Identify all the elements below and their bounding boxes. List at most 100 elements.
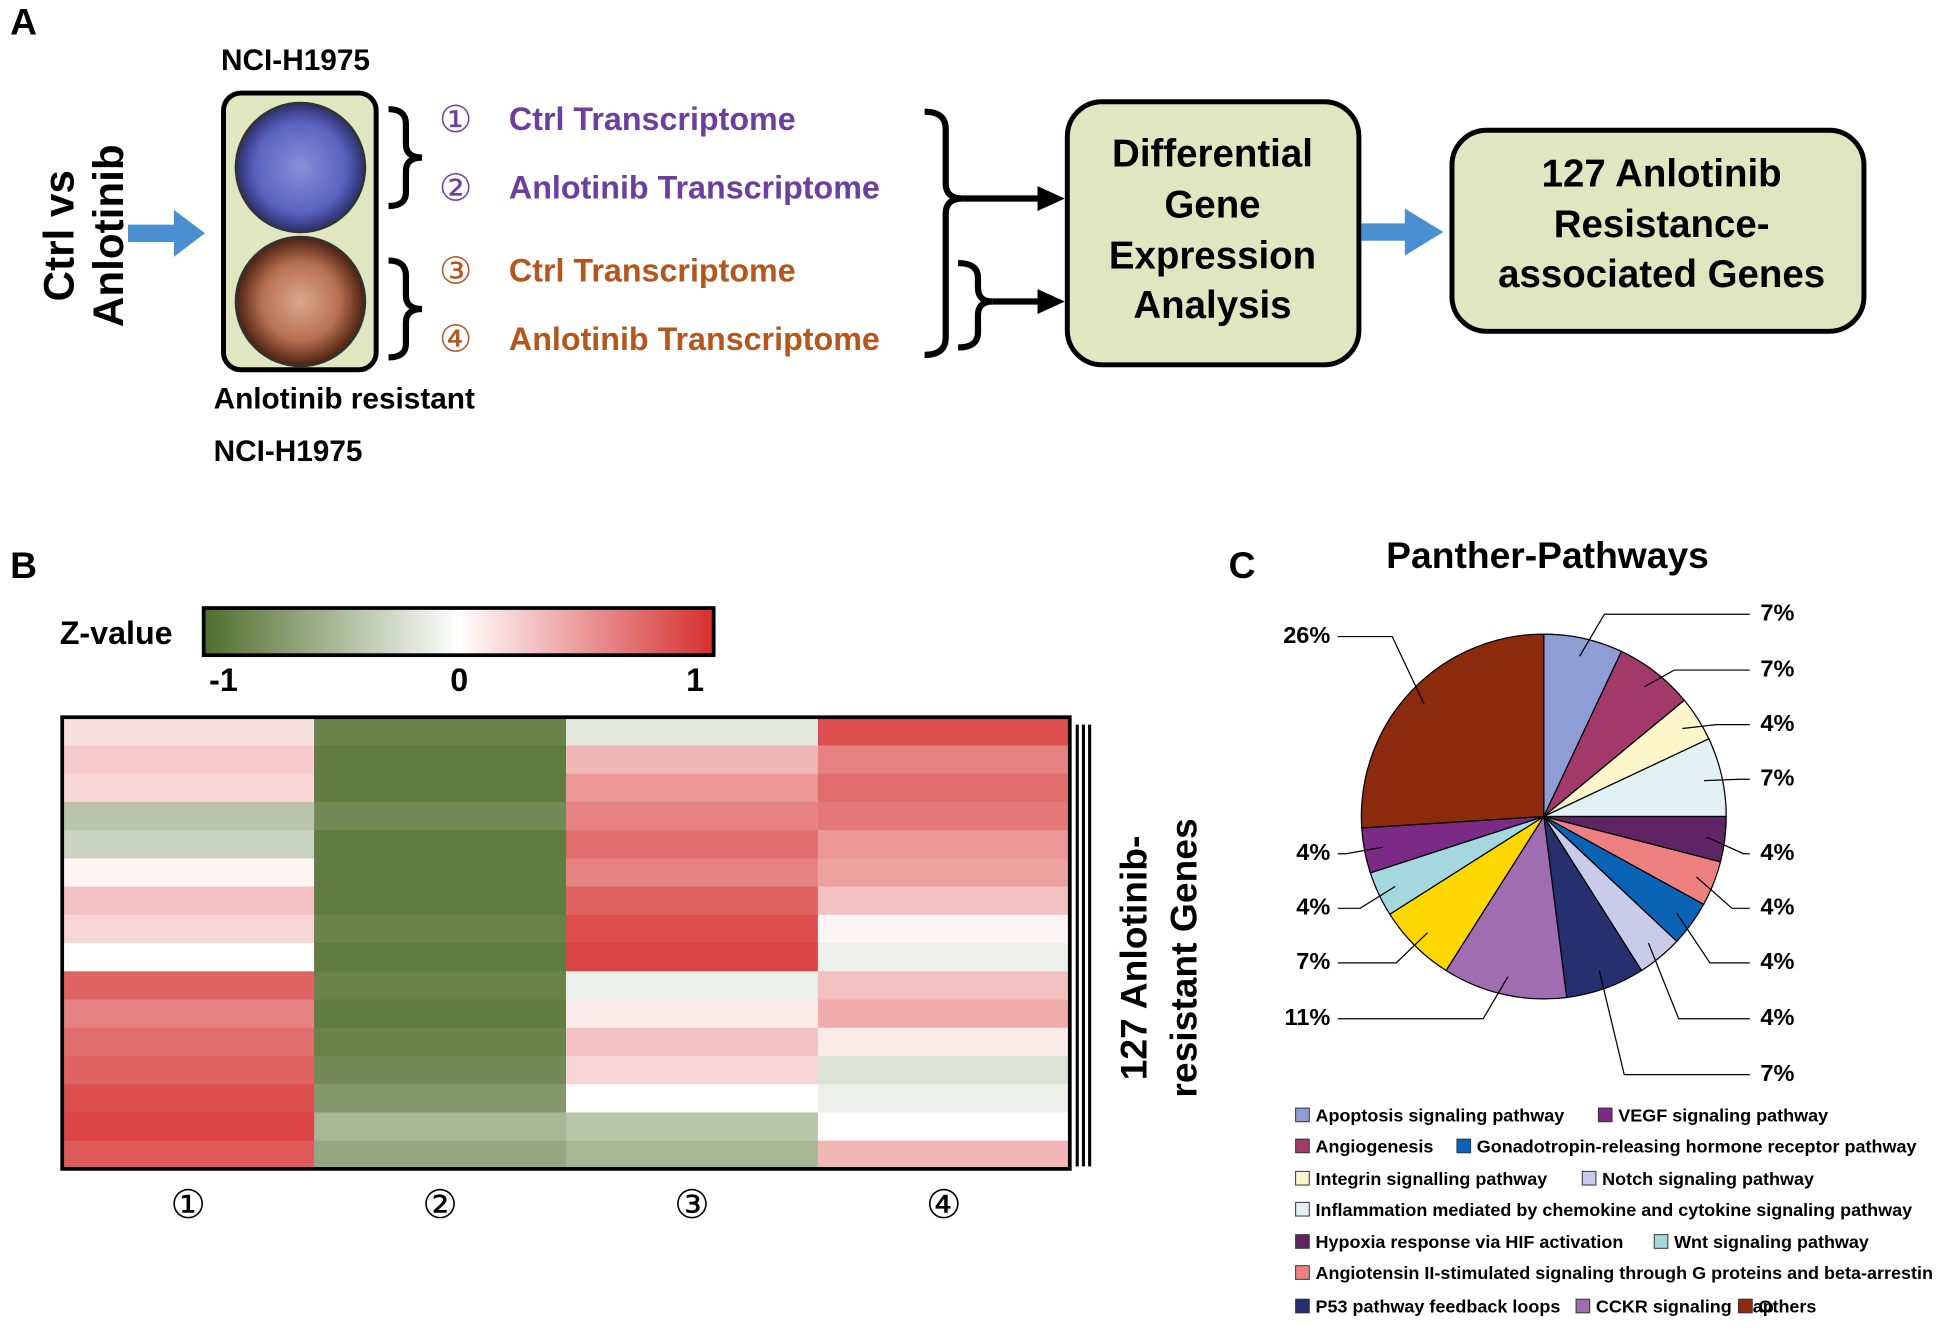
legend-label: Hypoxia response via HIF activation bbox=[1315, 1232, 1623, 1252]
heatmap-cell bbox=[565, 1112, 819, 1142]
legend-swatch bbox=[1295, 1298, 1310, 1314]
analysis-text: Expression bbox=[1109, 234, 1316, 277]
cell-line: NCI-H1975 bbox=[214, 435, 363, 468]
heatmap-border bbox=[60, 715, 1072, 1171]
heatmap-cell bbox=[565, 999, 819, 1029]
condition-label: Ctrl vs bbox=[35, 170, 82, 301]
legend-swatch bbox=[1295, 1138, 1310, 1154]
heatmap-cell bbox=[565, 1084, 819, 1114]
result-text: associated Genes bbox=[1498, 253, 1825, 296]
heatmap-cell bbox=[817, 773, 1071, 803]
heatmap-cell bbox=[62, 914, 315, 944]
heatmap-cell bbox=[314, 830, 567, 859]
value-label: 26% bbox=[1283, 622, 1330, 648]
heatmap-cell bbox=[314, 999, 567, 1029]
panel-label: C bbox=[1229, 544, 1256, 586]
legend-swatch bbox=[1597, 1107, 1613, 1123]
legend-label: Notch signaling pathway bbox=[1602, 1169, 1814, 1189]
analysis-text: Gene bbox=[1164, 183, 1260, 226]
legend-swatch bbox=[1581, 1170, 1597, 1186]
heatmap-cell bbox=[817, 830, 1071, 859]
legend-swatch bbox=[1738, 1298, 1753, 1314]
leader-line bbox=[1579, 613, 1750, 657]
heatmap-cell bbox=[62, 886, 315, 916]
heatmap-cell bbox=[314, 1027, 567, 1057]
cell-line: Anlotinib resistant bbox=[214, 383, 475, 416]
value-label: 4% bbox=[1760, 839, 1794, 865]
heatmap-cell bbox=[314, 886, 567, 916]
leader-line bbox=[1644, 669, 1750, 688]
value-label: 7% bbox=[1760, 599, 1794, 625]
panel-c: C Panther-Pathways 7% 7% 4% 7% 4% 4% 4% 4% 7% 11%… bbox=[1229, 534, 1933, 1316]
heatmap-cell bbox=[62, 1112, 315, 1142]
result-text: 127 Anlotinib bbox=[1542, 152, 1782, 195]
legend-label: Inflammation mediated by chemokine and c… bbox=[1315, 1200, 1912, 1220]
arrow bbox=[1361, 208, 1444, 256]
colorbar-label: Z-value bbox=[60, 615, 173, 651]
heatmap-cell bbox=[565, 858, 819, 888]
heatmap-cell bbox=[565, 914, 819, 944]
legend-swatch bbox=[1653, 1234, 1669, 1249]
heatmap-cell bbox=[565, 1140, 819, 1170]
bracket bbox=[924, 108, 964, 358]
heatmap-cell bbox=[565, 830, 819, 859]
analysis-text: Differential bbox=[1112, 133, 1313, 176]
sample-number: ① bbox=[439, 97, 472, 141]
bracket bbox=[388, 257, 423, 361]
heatmap-cell bbox=[62, 1140, 315, 1170]
heatmap-cell bbox=[565, 801, 819, 831]
legend-label: Gonadotropin-releasing hormone receptor … bbox=[1477, 1137, 1917, 1157]
heatmap-cell bbox=[817, 1112, 1071, 1142]
heatmap-cell bbox=[62, 1055, 315, 1085]
arrow bbox=[1037, 186, 1065, 211]
column-label: ④ bbox=[926, 1182, 962, 1228]
chart-title: Panther-Pathways bbox=[1386, 534, 1709, 576]
column-label: ② bbox=[422, 1182, 458, 1228]
leader-line bbox=[1337, 846, 1383, 855]
heatmap-cell bbox=[62, 943, 315, 972]
legend-label: Wnt signaling pathway bbox=[1674, 1232, 1869, 1252]
heatmap-cell bbox=[817, 1027, 1071, 1057]
leader-line bbox=[1598, 970, 1750, 1076]
result-text: Resistance- bbox=[1554, 203, 1770, 246]
analysis-text: Analysis bbox=[1133, 284, 1291, 327]
heatmap-cell bbox=[565, 1055, 819, 1085]
heatmap-cell bbox=[62, 745, 315, 775]
heatmap-cell bbox=[817, 858, 1071, 888]
sample-number: ② bbox=[439, 165, 472, 209]
heatmap-cell bbox=[817, 971, 1071, 1001]
sample-label: Ctrl Transcriptome bbox=[509, 101, 796, 137]
heatmap-cell bbox=[314, 773, 567, 803]
panel-b: B Z-value -1 0 1 ① ② ③ ④ 127 Anlotinib- resist… bbox=[10, 544, 1204, 1228]
value-label: 4% bbox=[1760, 948, 1794, 974]
colorbar-tick-label: -1 bbox=[209, 662, 238, 698]
bracket bbox=[957, 259, 994, 351]
legend-label: Integrin signalling pathway bbox=[1315, 1169, 1547, 1189]
sample-label: Anlotinib Transcriptome bbox=[509, 321, 880, 357]
column-label: ③ bbox=[674, 1182, 710, 1228]
legend-swatch bbox=[1295, 1170, 1310, 1186]
heatmap-cell bbox=[62, 999, 315, 1029]
heatmap-cell bbox=[314, 717, 567, 747]
panel-a: A Ctrl vs Anlotinib NCI-H1975 Anlotinib … bbox=[10, 1, 1867, 468]
legend-label: CCKR signaling map bbox=[1596, 1297, 1774, 1317]
heatmap-cell bbox=[817, 999, 1071, 1029]
heatmap-cell bbox=[314, 858, 567, 888]
heatmap-cell bbox=[817, 745, 1071, 775]
sample-number: ④ bbox=[439, 317, 472, 361]
heatmap-cell bbox=[62, 830, 315, 859]
leader-line bbox=[1706, 836, 1750, 855]
heatmap-cell bbox=[565, 886, 819, 916]
leader-line bbox=[1337, 932, 1429, 964]
legend-label: Angiogenesis bbox=[1315, 1137, 1433, 1157]
value-label: 7% bbox=[1760, 764, 1794, 790]
heatmap-cell bbox=[565, 745, 819, 775]
value-label: 7% bbox=[1760, 655, 1794, 681]
heatmap-cell bbox=[817, 1055, 1071, 1085]
colorbar-tick-label: 1 bbox=[686, 662, 704, 698]
legend-swatch bbox=[1295, 1201, 1310, 1217]
value-label: 11% bbox=[1285, 1004, 1331, 1030]
panel-label: B bbox=[10, 544, 37, 586]
heatmap-cell bbox=[817, 717, 1071, 747]
